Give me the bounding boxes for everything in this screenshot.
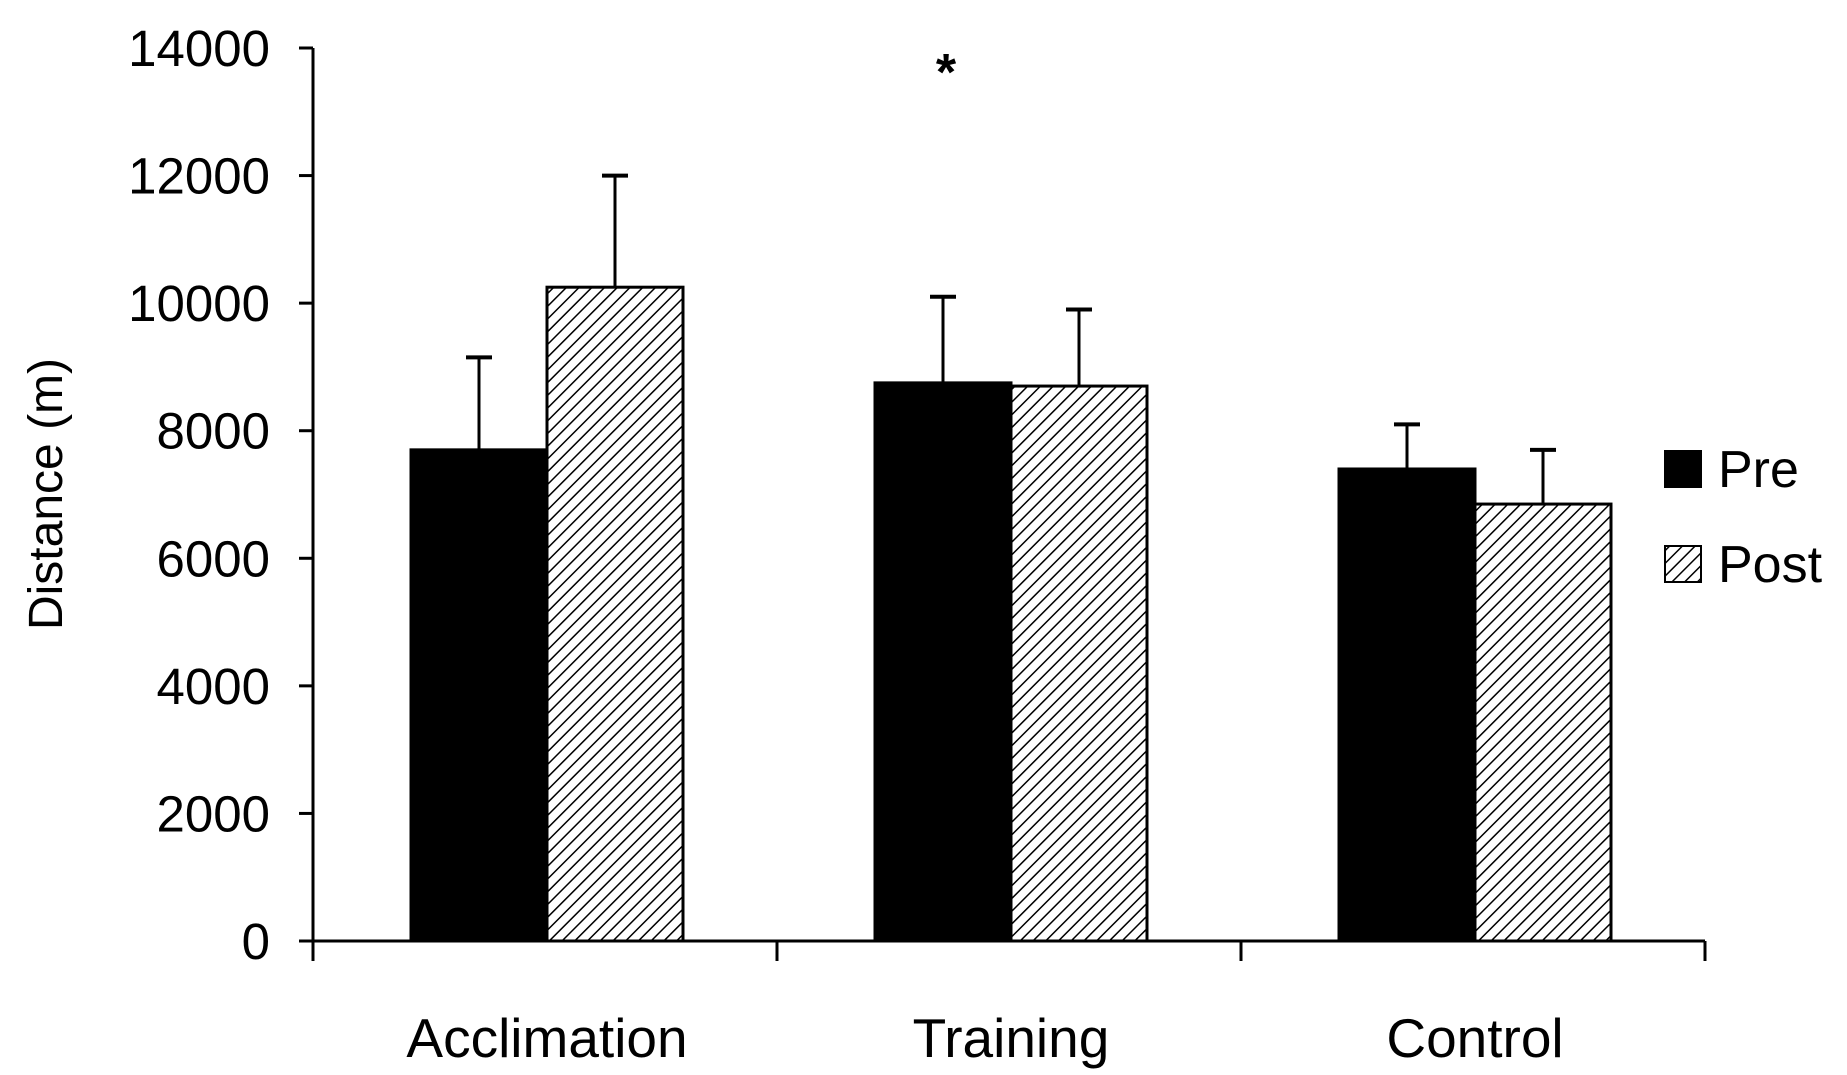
y-axis-title: Distance (m) bbox=[20, 358, 73, 630]
y-tick-label: 10000 bbox=[128, 275, 270, 332]
bar-post-training bbox=[1009, 384, 1149, 943]
significance-marker: * bbox=[936, 44, 957, 102]
x-category-label: Acclimation bbox=[406, 1007, 687, 1069]
y-tick-label: 6000 bbox=[157, 530, 270, 587]
y-tick-label: 12000 bbox=[128, 148, 270, 205]
x-category-label: Control bbox=[1386, 1007, 1563, 1069]
bar-post-acclimation bbox=[545, 285, 685, 943]
legend-label-pre: Pre bbox=[1718, 441, 1799, 499]
bar-post-control bbox=[1473, 502, 1613, 943]
y-tick-label: 0 bbox=[242, 913, 270, 970]
bar-pre-training bbox=[873, 381, 1013, 943]
bar-pre-control bbox=[1337, 467, 1477, 943]
x-category-label: Training bbox=[913, 1007, 1110, 1069]
y-tick-label: 8000 bbox=[157, 403, 270, 460]
legend: Pre Post bbox=[1664, 441, 1823, 594]
legend-swatch-pre bbox=[1664, 450, 1702, 488]
plot-area: * bbox=[409, 44, 1613, 943]
legend-label-post: Post bbox=[1718, 536, 1823, 594]
x-axis: Acclimation Training Control bbox=[311, 939, 1707, 1069]
legend-swatch-post bbox=[1664, 545, 1702, 583]
y-tick-label: 2000 bbox=[157, 785, 270, 842]
y-axis: 0 2000 4000 6000 8000 10000 12000 14000 bbox=[128, 20, 315, 970]
bar-pre-acclimation bbox=[409, 448, 549, 943]
y-tick-label: 4000 bbox=[157, 658, 270, 715]
y-tick-label: 14000 bbox=[128, 20, 270, 77]
